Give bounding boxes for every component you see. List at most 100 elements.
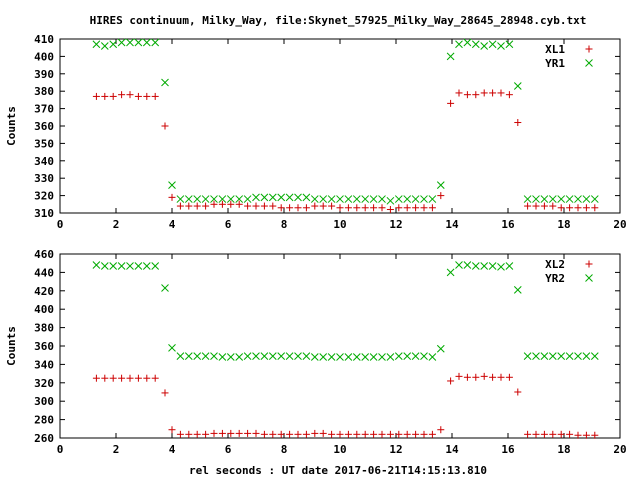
data-point-d2: [352, 195, 361, 203]
data-point-d2: [480, 42, 489, 50]
data-point: [574, 352, 582, 360]
data-point: [497, 263, 505, 271]
data-point: [557, 352, 566, 360]
data-point: [574, 195, 582, 203]
data-point: [523, 352, 532, 360]
data-point-d2: [352, 353, 361, 361]
x-tick-label: 10: [333, 443, 346, 456]
data-point: [126, 38, 134, 47]
data-point: [210, 200, 218, 208]
data-point-d2: [446, 52, 455, 61]
data-point: [582, 204, 590, 212]
data-point-d2: [168, 181, 176, 190]
data-point: [582, 431, 590, 439]
data-point: [532, 430, 540, 438]
y-tick-label: 380: [34, 85, 54, 98]
data-point: [463, 38, 472, 47]
data-point: [480, 89, 488, 97]
data-point: [184, 195, 193, 203]
data-point-d2: [100, 262, 109, 270]
y-tick-label: 420: [34, 285, 54, 298]
data-point: [524, 202, 532, 210]
data-point: [412, 430, 420, 438]
data-point: [369, 353, 378, 361]
data-point: [327, 353, 336, 361]
data-point: [185, 202, 193, 210]
data-point: [134, 374, 142, 382]
data-point: [411, 352, 420, 360]
data-point: [218, 200, 226, 208]
x-tick-label: 20: [613, 443, 626, 456]
data-point-d2: [285, 352, 294, 360]
data-point: [260, 202, 268, 210]
data-point: [161, 78, 169, 87]
data-point: [480, 372, 488, 380]
x-tick-label: 14: [445, 218, 459, 231]
data-point: [193, 352, 202, 360]
data-point: [310, 353, 319, 361]
y-tick-label: 360: [34, 120, 54, 133]
data-point: [369, 195, 378, 203]
x-tick-label: 20: [613, 218, 626, 231]
data-point: [218, 429, 226, 437]
data-point-d2: [455, 261, 463, 269]
data-point: [565, 195, 574, 203]
data-point-d2: [463, 261, 472, 269]
data-point-d2: [336, 353, 344, 361]
data-point: [436, 344, 445, 353]
data-point: [420, 430, 428, 438]
data-point-d2: [109, 262, 118, 270]
data-point-d2: [488, 40, 497, 49]
x-tick-label: 8: [281, 443, 288, 456]
y-tick-label: 380: [34, 322, 54, 335]
data-point-d2: [100, 42, 109, 50]
y-tick-label: 260: [34, 432, 54, 445]
data-point-d2: [327, 195, 336, 203]
data-point: [370, 204, 378, 212]
data-point: [176, 195, 185, 203]
data-point: [328, 430, 336, 438]
x-tick-label: 14: [445, 443, 459, 456]
data-point-d2: [193, 195, 202, 203]
data-point: [210, 352, 218, 360]
data-point: [480, 42, 489, 50]
series-yr2: [92, 261, 599, 361]
y-tick-label: 410: [34, 33, 54, 46]
legend-label-yr2: YR2: [545, 272, 565, 285]
data-point-d2: [294, 193, 302, 202]
data-point: [176, 202, 184, 210]
data-point: [344, 204, 352, 212]
data-point-d2: [268, 193, 277, 202]
data-point: [176, 430, 184, 438]
data-point: [591, 204, 599, 212]
data-point: [168, 343, 176, 352]
data-point: [302, 193, 311, 202]
data-point-d2: [557, 195, 566, 203]
data-point: [210, 195, 218, 203]
data-point: [566, 204, 574, 212]
data-point: [319, 202, 327, 210]
data-point: [327, 195, 336, 203]
data-point-d2: [513, 82, 522, 90]
data-point-d2: [161, 284, 169, 292]
data-point: [463, 261, 472, 269]
data-point-d2: [218, 195, 227, 203]
data-point: [100, 42, 109, 50]
data-point: [226, 353, 235, 361]
data-point: [143, 92, 151, 100]
data-point: [143, 374, 151, 382]
data-point: [118, 374, 126, 382]
data-point-d2: [168, 343, 176, 352]
series-xl2: [92, 372, 599, 439]
data-point-d2: [488, 262, 497, 270]
data-point: [471, 262, 480, 270]
data-point: [193, 430, 201, 438]
data-point-d2: [310, 353, 319, 361]
data-point-d2: [92, 261, 101, 269]
data-point: [480, 262, 489, 270]
data-point: [151, 262, 160, 270]
y-tick-label: 400: [34, 50, 54, 63]
legend-label-yr1: YR1: [545, 57, 565, 70]
series-xl1: [92, 89, 599, 214]
data-point: [394, 352, 403, 360]
